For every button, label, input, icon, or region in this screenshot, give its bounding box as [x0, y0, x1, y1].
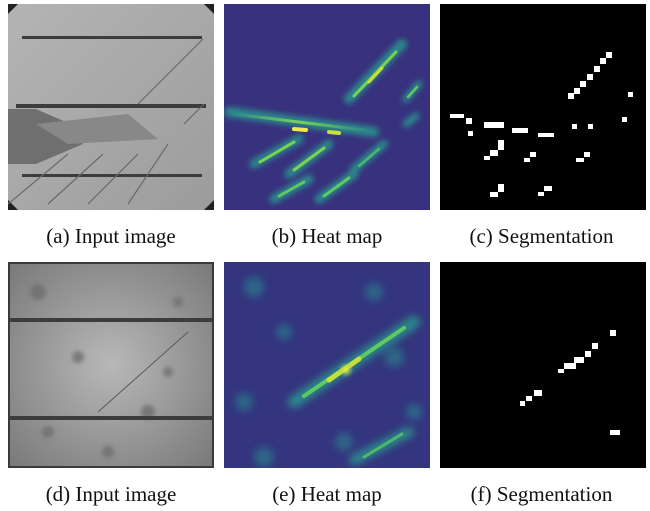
panel-c-segmentation: [440, 4, 646, 210]
caption-c: (c) Segmentation: [469, 224, 614, 248]
panel-f-segmentation: [440, 262, 646, 468]
caption-f: (f) Segmentation: [470, 482, 613, 506]
caption-b: (b) Heat map: [271, 224, 383, 248]
panel-d-input-image: [8, 262, 214, 468]
caption-e: (e) Heat map: [272, 482, 382, 506]
panel-e-heat-map: [224, 262, 430, 468]
panel-b-heat-map: [224, 4, 430, 210]
caption-a: (a) Input image: [46, 224, 176, 248]
panel-a-input-image: [8, 4, 214, 210]
caption-d: (d) Input image: [45, 482, 177, 506]
